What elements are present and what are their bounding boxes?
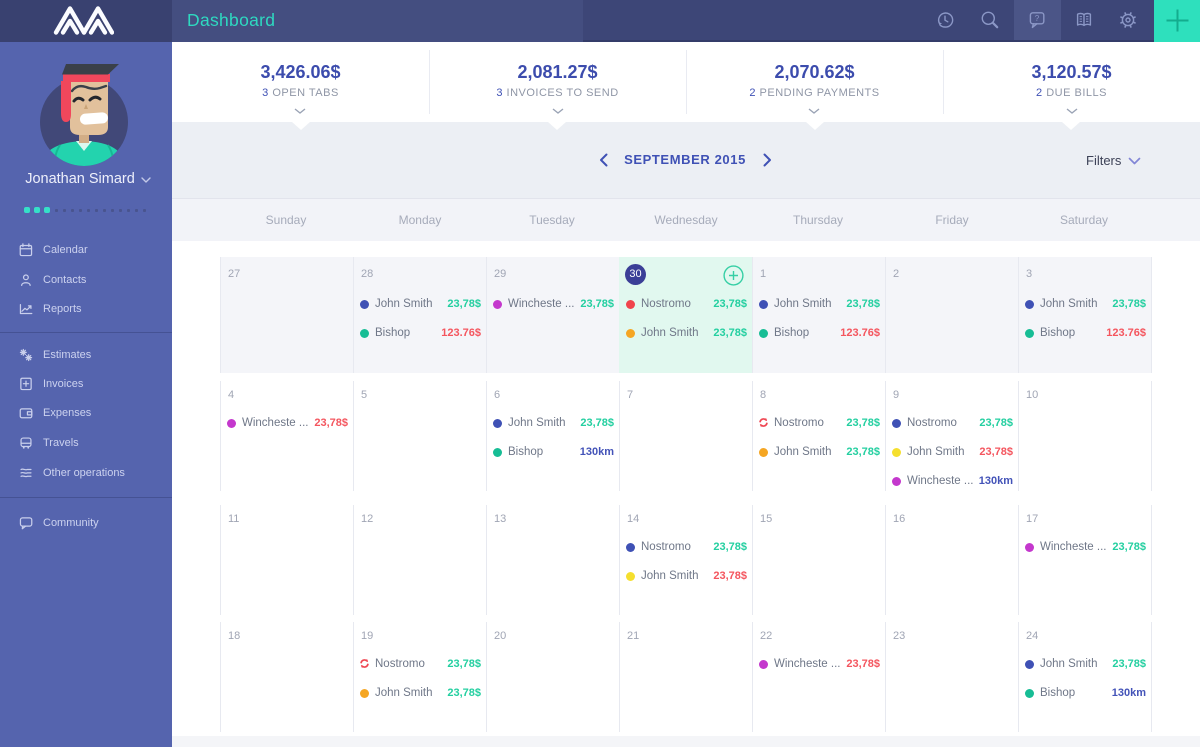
svg-text:?: ?: [1035, 14, 1040, 23]
